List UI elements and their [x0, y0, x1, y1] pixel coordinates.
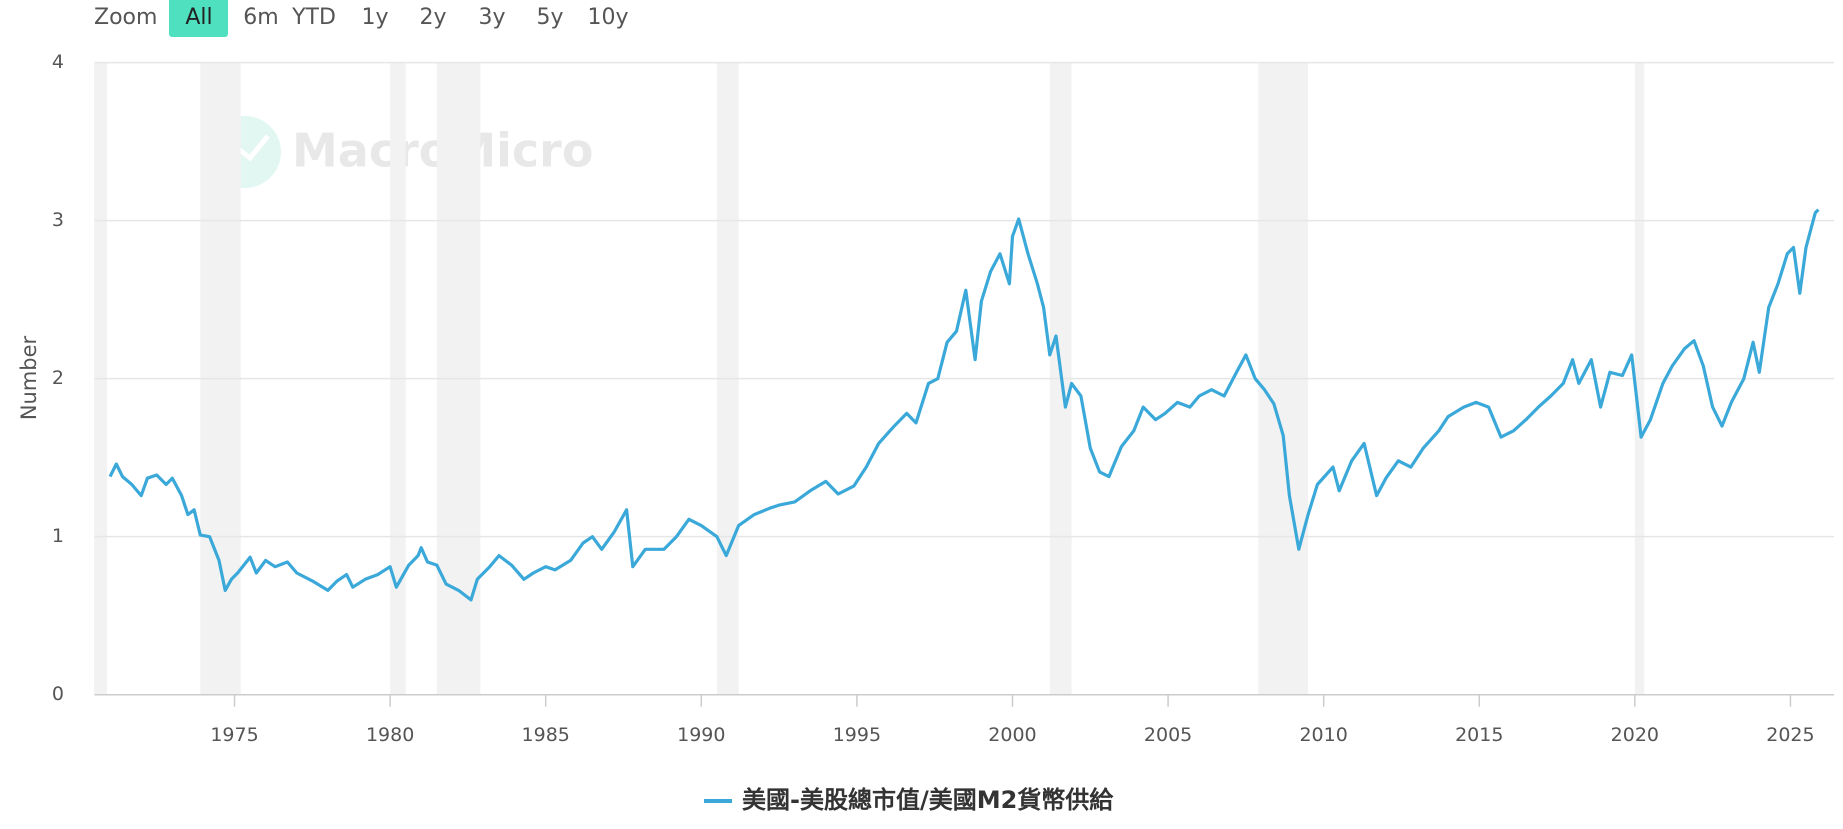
zoom-button-label[interactable]: 2y: [419, 5, 446, 30]
zoom-button-bg: [169, 0, 228, 37]
zoom-button[interactable]: 10y: [587, 5, 628, 30]
legend-label[interactable]: 美國-美股總市值/美國M2貨幣供給: [742, 786, 1114, 814]
legend-item[interactable]: 美國-美股總市值/美國M2貨幣供給: [704, 786, 1114, 814]
zoom-button-label[interactable]: 6m: [243, 5, 278, 30]
series-line: [108, 208, 1820, 602]
zoom-button[interactable]: YTD: [291, 5, 336, 30]
zoom-button-label[interactable]: 3y: [478, 5, 505, 30]
x-tick-label: 2000: [988, 724, 1036, 746]
x-tick-label: 1980: [366, 724, 414, 746]
x-tick-label: 2025: [1766, 724, 1814, 746]
y-tick-label: 0: [52, 683, 64, 705]
x-tick-label: 2010: [1299, 724, 1347, 746]
x-tick-label: 1995: [833, 724, 881, 746]
y-tick-label: 1: [52, 525, 64, 547]
y-axis-title: Number: [17, 335, 41, 420]
zoom-button[interactable]: 6m: [243, 5, 278, 30]
zoom-button[interactable]: 5y: [536, 5, 563, 30]
x-tick-label: 1985: [522, 724, 570, 746]
zoom-button[interactable]: 3y: [478, 5, 505, 30]
y-tick-label: 3: [52, 209, 64, 231]
zoom-button[interactable]: 2y: [419, 5, 446, 30]
x-tick-label: 2015: [1455, 724, 1503, 746]
x-tick-label: 1990: [677, 724, 725, 746]
x-tick-label: 2020: [1611, 724, 1659, 746]
zoom-button-label[interactable]: 5y: [536, 5, 563, 30]
zoom-button-label[interactable]: YTD: [291, 5, 336, 30]
x-tick-label: 2005: [1144, 724, 1192, 746]
zoom-button[interactable]: All: [169, 0, 228, 37]
y-tick-label: 2: [52, 367, 64, 389]
x-tick-label: 1975: [210, 724, 258, 746]
zoom-button-label[interactable]: All: [185, 5, 212, 30]
zoom-button-label[interactable]: 1y: [361, 5, 388, 30]
zoom-button[interactable]: 1y: [361, 5, 388, 30]
zoom-label: Zoom: [94, 5, 157, 30]
zoom-button-label[interactable]: 10y: [587, 5, 628, 30]
y-tick-label: 4: [52, 51, 64, 73]
